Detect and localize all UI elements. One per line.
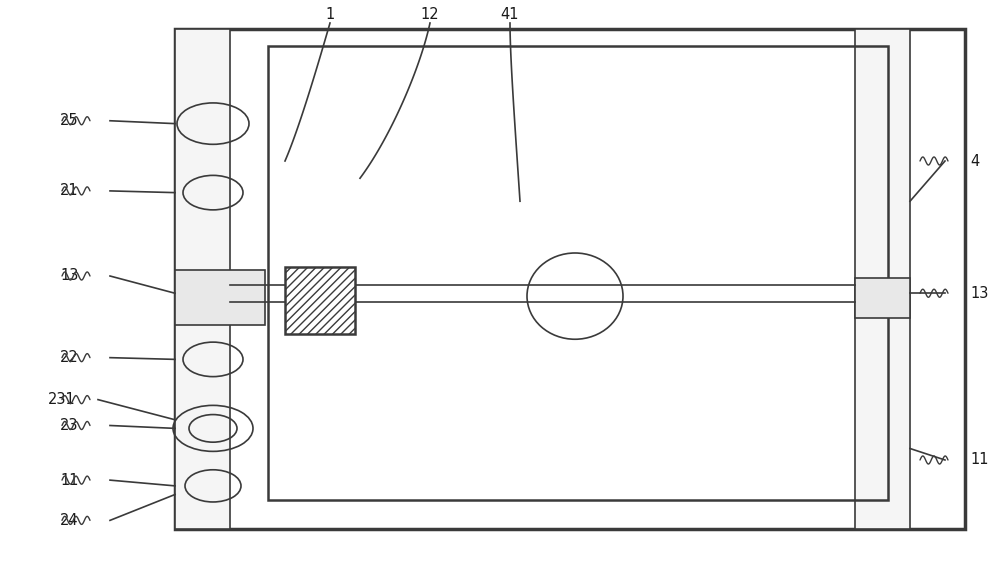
Text: 23: 23 [60, 418, 78, 433]
Text: 24: 24 [60, 513, 79, 528]
Bar [175, 270, 265, 325]
Text: 41: 41 [501, 7, 519, 22]
Text: 21: 21 [60, 183, 79, 198]
Bar [285, 267, 355, 333]
Bar [855, 278, 910, 318]
Bar [175, 29, 965, 529]
Text: 4: 4 [970, 154, 979, 168]
Text: 12: 12 [421, 7, 439, 22]
Text: 231: 231 [48, 392, 76, 407]
Text: 11: 11 [970, 453, 988, 467]
Text: 13: 13 [60, 269, 78, 283]
Text: 1: 1 [325, 7, 335, 22]
Text: 22: 22 [60, 350, 79, 365]
Bar [268, 46, 888, 500]
Text: 13: 13 [970, 286, 988, 301]
Text: 25: 25 [60, 113, 79, 128]
Bar [175, 29, 230, 529]
Text: 11: 11 [60, 473, 78, 488]
Bar [855, 29, 910, 529]
